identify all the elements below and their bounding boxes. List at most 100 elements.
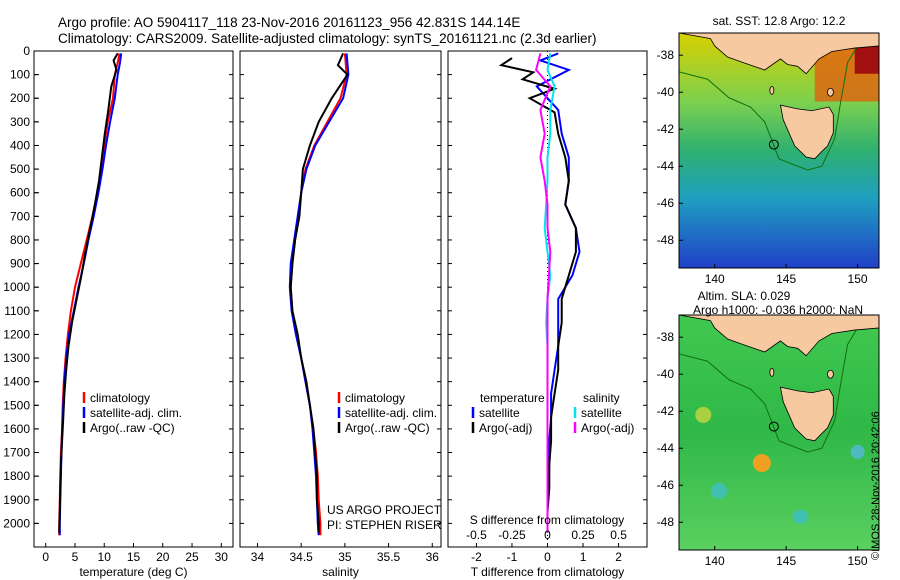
y-tick-label: 1700 xyxy=(3,446,30,460)
x-tick-label: -1 xyxy=(507,550,518,564)
sla-map-title: Altim. SLA: 0.029 xyxy=(698,289,791,303)
map-body xyxy=(679,33,879,268)
map-x-tick-label: 145 xyxy=(776,272,796,286)
map-y-tick-label: -38 xyxy=(657,330,675,344)
x-tick-label: 20 xyxy=(156,550,170,564)
map-y-tick-label: -44 xyxy=(657,441,675,455)
map-y-tick-label: -38 xyxy=(657,48,675,62)
y-tick-label: 600 xyxy=(10,186,30,200)
legend-label: satellite-adj. clim. xyxy=(345,406,437,420)
series-line-salinity-argo-adj- xyxy=(535,53,552,533)
x-tick-label: 35 xyxy=(338,550,352,564)
y-tick-label: 1100 xyxy=(4,304,30,318)
x-tick-label: 15 xyxy=(127,550,141,564)
x-axis-label: T difference from climatology xyxy=(471,565,625,579)
map-y-tick-label: -44 xyxy=(657,159,675,173)
plot-frame xyxy=(239,50,442,548)
map-x-tick-label: 145 xyxy=(776,554,796,568)
s-axis-label: S difference from climatology xyxy=(470,513,625,527)
map-y-tick-label: -46 xyxy=(657,478,675,492)
map-y-tick-label: -42 xyxy=(657,404,675,418)
argo-float-marker xyxy=(768,421,779,432)
y-tick-label: 900 xyxy=(10,257,30,271)
series-line-argo-raw-qc- xyxy=(289,52,349,533)
s-tick-label: -0.5 xyxy=(466,528,487,542)
x-tick-label: 2 xyxy=(615,550,622,564)
map-frame xyxy=(678,32,880,269)
legend-label: Argo(..raw -QC) xyxy=(345,421,430,435)
salinity-panel: 34 34.5 35 35.5 36 salinity climatologysatelli… xyxy=(239,50,442,579)
legend-label: climatology xyxy=(345,391,405,405)
x-tick-label: 35.5 xyxy=(377,550,401,564)
x-tick-label: -2 xyxy=(471,550,482,564)
map-x-tick-label: 150 xyxy=(848,272,868,286)
y-tick-label: 1000 xyxy=(3,280,30,294)
s-tick-label: -0.25 xyxy=(498,528,526,542)
king-island xyxy=(769,85,775,95)
y-tick-label: 1400 xyxy=(3,375,30,389)
plot-frame xyxy=(33,50,234,548)
profile-title: Argo profile: AO 5904117_118 23-Nov-2016… xyxy=(58,15,521,30)
y-tick-label: 1300 xyxy=(3,351,30,365)
legend-label: Argo(-adj) xyxy=(581,421,634,435)
y-tick-label: 400 xyxy=(10,138,30,152)
s-tick-label: 0.25 xyxy=(571,528,595,542)
y-tick-label: 1500 xyxy=(3,398,30,412)
project-label: US ARGO PROJECT xyxy=(327,503,442,517)
climatology-title: Climatology: CARS2009. Satellite-adjuste… xyxy=(58,31,597,46)
legend-label: satellite-adj. clim. xyxy=(90,406,182,420)
sst-map-title: sat. SST: 12.8 Argo: 12.2 xyxy=(713,14,846,28)
y-tick-label: 1600 xyxy=(3,422,30,436)
sla-map-subtitle: Argo h1000: -0.036 h2000: NaN xyxy=(693,303,863,317)
x-tick-label: 10 xyxy=(98,550,112,564)
x-axis-label: salinity xyxy=(322,565,359,579)
map-y-tick-label: -48 xyxy=(657,515,675,529)
difference-panel: -2 -1 0 1 2T difference from climatology temp… xyxy=(447,50,648,579)
temperature-panel: 0100200300400500600700800900100011001200… xyxy=(3,44,234,579)
argo-float-marker xyxy=(768,139,779,150)
sst-map-panel: 140 145 150 -38 -40 -42 -44 -46 -48 sat. SST: 12.… xyxy=(657,14,880,286)
legend-label: satellite xyxy=(581,406,622,420)
x-tick-label: 34.5 xyxy=(289,550,313,564)
x-tick-label: 34 xyxy=(251,550,265,564)
x-tick-label: 0 xyxy=(544,550,551,564)
y-tick-label: 700 xyxy=(10,209,30,223)
y-tick-label: 100 xyxy=(10,68,30,82)
mainland-australia xyxy=(679,33,879,75)
map-y-tick-label: -40 xyxy=(657,85,675,99)
legend-label: Argo(-adj) xyxy=(479,421,532,435)
y-tick-label: 1200 xyxy=(3,327,30,341)
map-x-tick-label: 140 xyxy=(705,554,725,568)
legend-title-temperature: temperature xyxy=(480,391,545,405)
y-tick-label: 500 xyxy=(10,162,30,176)
map-y-tick-label: -40 xyxy=(657,367,675,381)
legend-title-salinity: salinity xyxy=(583,391,620,405)
series-line-argo-raw-qc- xyxy=(58,52,119,533)
x-tick-label: 0 xyxy=(42,550,49,564)
y-tick-label: 300 xyxy=(10,115,30,129)
king-island xyxy=(769,367,775,377)
y-tick-label: 1800 xyxy=(3,469,30,483)
x-tick-label: 25 xyxy=(185,550,199,564)
imos-credit: ©IMOS 28-Nov-2016 20:42:06 xyxy=(870,411,882,560)
map-frame xyxy=(678,314,880,551)
legend-label: satellite xyxy=(479,406,520,420)
sla-low-blob xyxy=(850,444,865,459)
y-tick-label: 2000 xyxy=(3,516,30,530)
mainland-australia xyxy=(679,315,879,357)
s-tick-label: 0 xyxy=(544,528,551,542)
map-y-tick-label: -42 xyxy=(657,122,675,136)
map-x-tick-label: 150 xyxy=(848,554,868,568)
sla-high-blob xyxy=(752,454,771,473)
flinders-island xyxy=(827,87,834,97)
sla-map-panel: 140 145 150 -38 -40 -42 -44 -46 -48 Altim. SLA: 0… xyxy=(657,289,880,568)
tasmania-island xyxy=(779,104,834,160)
y-tick-label: 0 xyxy=(23,44,30,58)
y-tick-label: 800 xyxy=(10,233,30,247)
flinders-island xyxy=(827,369,834,379)
s-tick-label: 0.5 xyxy=(610,528,627,542)
pi-label: PI: STEPHEN RISER xyxy=(327,518,442,532)
map-x-tick-label: 140 xyxy=(705,272,725,286)
shelf-contour xyxy=(679,33,873,171)
map-field xyxy=(679,315,879,550)
